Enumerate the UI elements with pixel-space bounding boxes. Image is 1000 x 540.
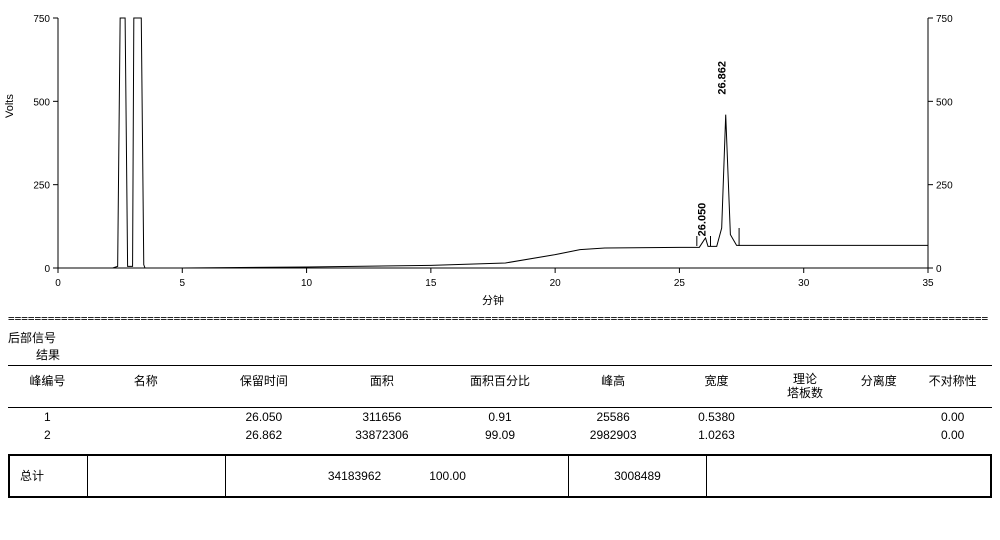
table-cell: 0.5380	[667, 407, 765, 426]
table-row: 1 26.0503116560.91255860.5380 0.00	[8, 407, 992, 426]
totals-cell	[706, 455, 991, 497]
svg-text:500: 500	[33, 97, 50, 108]
svg-text:750: 750	[936, 14, 953, 25]
table-row: 2 26.8623387230699.0929829031.0263 0.00	[8, 426, 992, 444]
svg-text:26.862: 26.862	[717, 61, 729, 95]
table-cell: 0.00	[913, 407, 992, 426]
totals-cell: 3008489	[569, 455, 706, 497]
totals-row: 总计 34183962 100.003008489	[9, 455, 991, 497]
svg-text:25: 25	[674, 278, 686, 289]
table-cell	[87, 426, 205, 444]
svg-text:0: 0	[936, 264, 942, 275]
table-cell: 311656	[323, 407, 441, 426]
peaks-col-header: 峰高	[559, 366, 667, 408]
svg-text:分钟: 分钟	[482, 293, 504, 307]
section-separator: ========================================…	[8, 312, 992, 325]
y-axis-label: Volts	[4, 94, 16, 118]
svg-text:750: 750	[33, 14, 50, 25]
section-header: 后部信号 结果	[8, 329, 992, 363]
totals-cell	[88, 455, 225, 497]
section-title-line1: 后部信号	[8, 329, 992, 346]
table-cell: 25586	[559, 407, 667, 426]
table-cell: 26.862	[205, 426, 323, 444]
peaks-header-row: 峰编号名称保留时间面积面积百分比峰高宽度理论塔板数分离度不对称性	[8, 366, 992, 408]
table-cell: 0.00	[913, 426, 992, 444]
table-cell: 1	[8, 407, 87, 426]
table-cell	[844, 426, 913, 444]
svg-text:500: 500	[936, 97, 953, 108]
table-cell: 26.050	[205, 407, 323, 426]
totals-table: 总计 34183962 100.003008489	[8, 454, 992, 498]
table-cell	[844, 407, 913, 426]
peaks-col-header: 保留时间	[205, 366, 323, 408]
svg-text:15: 15	[425, 278, 437, 289]
table-cell: 2982903	[559, 426, 667, 444]
table-cell: 99.09	[441, 426, 559, 444]
peaks-col-header: 面积	[323, 366, 441, 408]
svg-text:250: 250	[936, 181, 953, 192]
svg-text:0: 0	[44, 264, 50, 275]
svg-text:30: 30	[798, 278, 810, 289]
peaks-col-header: 理论塔板数	[766, 366, 845, 408]
peaks-col-header: 峰编号	[8, 366, 87, 408]
svg-text:26.050: 26.050	[697, 203, 709, 237]
table-cell	[766, 407, 845, 426]
chromatogram-svg: 0025025050050075075005101520253035分钟26.0…	[8, 8, 978, 308]
peaks-body: 1 26.0503116560.91255860.5380 0.00 2 26.8623…	[8, 407, 992, 444]
svg-text:35: 35	[922, 278, 934, 289]
totals-label-cell: 总计	[9, 455, 88, 497]
svg-text:250: 250	[33, 181, 50, 192]
svg-text:20: 20	[550, 278, 562, 289]
table-cell: 2	[8, 426, 87, 444]
table-cell	[766, 426, 845, 444]
svg-text:0: 0	[55, 278, 61, 289]
peaks-col-header: 名称	[87, 366, 205, 408]
peaks-col-header: 不对称性	[913, 366, 992, 408]
peaks-col-header: 分离度	[844, 366, 913, 408]
table-cell	[87, 407, 205, 426]
peaks-col-header: 面积百分比	[441, 366, 559, 408]
section-title-line2: 结果	[8, 346, 992, 363]
chromatogram-chart: Volts 0025025050050075075005101520253035…	[8, 8, 992, 308]
table-cell: 33872306	[323, 426, 441, 444]
peaks-table: 峰编号名称保留时间面积面积百分比峰高宽度理论塔板数分离度不对称性 1 26.050…	[8, 365, 992, 444]
peaks-col-header: 宽度	[667, 366, 765, 408]
table-cell: 0.91	[441, 407, 559, 426]
totals-cell: 34183962 100.00	[225, 455, 569, 497]
svg-text:5: 5	[180, 278, 186, 289]
table-cell: 1.0263	[667, 426, 765, 444]
svg-text:10: 10	[301, 278, 313, 289]
